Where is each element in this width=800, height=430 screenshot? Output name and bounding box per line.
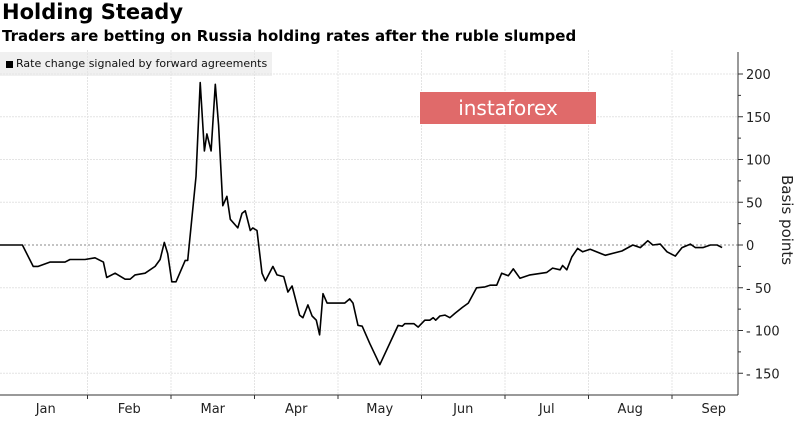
x-tick-label: Feb — [118, 402, 141, 417]
x-tick-label: May — [366, 402, 393, 417]
series-line — [0, 81, 723, 366]
x-tick-label: Sep — [701, 402, 726, 417]
x-tick-label: Jan — [35, 402, 56, 417]
y-axis-label: Basis points — [778, 175, 796, 265]
x-tick-label: Apr — [285, 402, 308, 417]
y-tick-label: 100 — [746, 154, 771, 169]
y-tick-label: 150 — [746, 111, 771, 126]
x-tick-label: Jul — [538, 402, 555, 417]
chart-title: Holding Steady — [2, 0, 184, 24]
watermark: instaforex — [420, 92, 596, 124]
y-tick-label: 200 — [746, 68, 771, 83]
legend: Rate change signaled by forward agreemen… — [0, 52, 272, 76]
y-tick-label: 50 — [746, 196, 763, 211]
x-tick-label: Mar — [200, 402, 225, 417]
y-tick-label: - 150 — [746, 367, 780, 382]
legend-label: Rate change signaled by forward agreemen… — [16, 57, 268, 70]
y-tick-label: 0 — [746, 239, 754, 254]
legend-swatch — [6, 60, 13, 68]
y-tick-label: - 100 — [746, 325, 780, 340]
y-tick-label: - 50 — [746, 282, 771, 297]
x-tick-label: Aug — [618, 402, 643, 417]
x-tick-label: Jun — [452, 402, 473, 417]
chart-subtitle: Traders are betting on Russia holding ra… — [2, 27, 577, 45]
